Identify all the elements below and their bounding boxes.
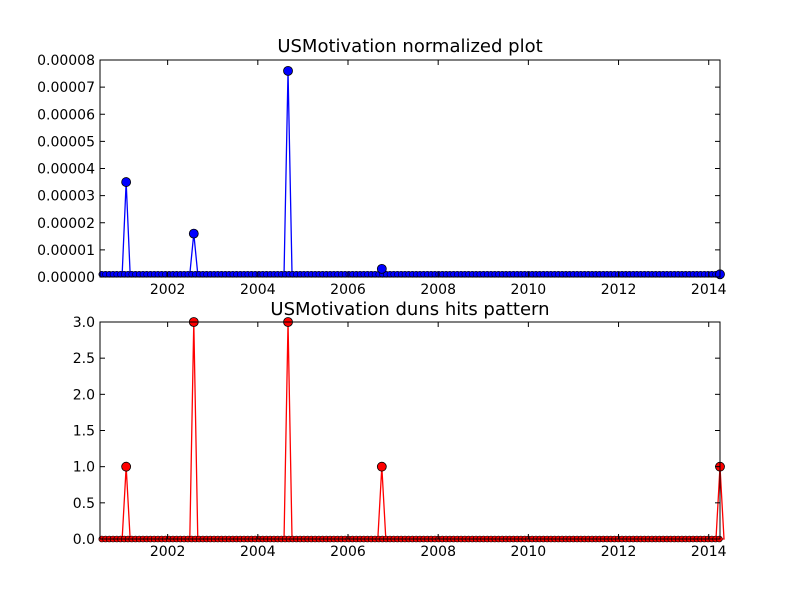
- data-point: [376, 263, 387, 274]
- x-tick-label: 2012: [601, 544, 637, 560]
- y-tick-label: 0.00006: [37, 107, 95, 123]
- x-tick-label: 2004: [240, 282, 276, 298]
- x-tick-label: 2002: [150, 282, 186, 298]
- x-tick-label: 2008: [420, 282, 456, 298]
- y-tick-label: 1.5: [73, 424, 95, 440]
- y-tick-label: 0.00005: [37, 134, 95, 150]
- x-tick-label: 2008: [420, 544, 456, 560]
- y-tick-label: 0.00004: [37, 162, 95, 178]
- y-tick-label: 0.00002: [37, 216, 95, 232]
- data-point: [121, 461, 132, 472]
- x-tick-label: 2012: [601, 282, 637, 298]
- x-tick-label: 2010: [511, 282, 547, 298]
- y-tick-label: 0.0: [73, 532, 95, 548]
- x-tick-label: 2014: [691, 282, 727, 298]
- y-tick-label: 1.0: [73, 460, 95, 476]
- ticks: 2002 2004 2006 2008 2010 2012 2014 0.0 0.5 1.0 1.5…: [73, 315, 727, 560]
- x-tick-label: 2010: [511, 544, 547, 560]
- x-tick-label: 2006: [330, 544, 366, 560]
- y-tick-label: 2.5: [73, 351, 95, 367]
- data-point: [283, 65, 293, 76]
- y-tick-label: 0.00003: [37, 189, 95, 205]
- ticks: 2002 2004 2006 2008 2010 2012 2014 0.00000 0.000…: [37, 53, 727, 298]
- data-point: [376, 461, 387, 472]
- normalized-plot: USMotivation normalized plot 2002 2004 200…: [37, 36, 727, 298]
- duns-hits-plot: USMotivation duns hits pattern 2002 2004 2…: [73, 299, 727, 560]
- y-tick-label: 3.0: [73, 315, 95, 331]
- y-tick-label: 2.0: [73, 387, 95, 403]
- y-tick-label: 0.00008: [37, 53, 95, 69]
- data-point: [188, 228, 199, 239]
- y-tick-label: 0.00000: [37, 270, 95, 286]
- x-tick-label: 2002: [150, 544, 186, 560]
- x-tick-label: 2014: [691, 544, 727, 560]
- data-point: [121, 177, 132, 187]
- y-tick-label: 0.5: [73, 496, 95, 512]
- chart-title: USMotivation duns hits pattern: [270, 299, 549, 320]
- chart-title: USMotivation normalized plot: [277, 36, 542, 57]
- y-tick-label: 0.00001: [37, 243, 95, 259]
- x-tick-label: 2006: [330, 282, 366, 298]
- x-tick-label: 2004: [240, 544, 276, 560]
- y-tick-label: 0.00007: [37, 80, 95, 96]
- plot-area: [98, 65, 725, 280]
